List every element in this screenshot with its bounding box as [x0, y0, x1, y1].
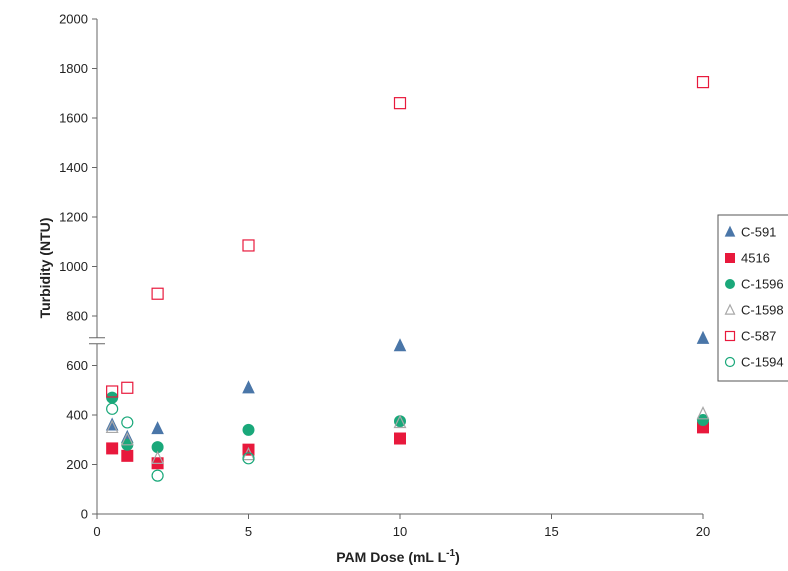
x-tick-label: 0: [93, 524, 100, 539]
data-point: [151, 287, 164, 300]
y-tick-label: 1800: [59, 61, 88, 76]
legend-marker: [724, 330, 736, 342]
data-point: [242, 452, 255, 465]
data-point: [106, 391, 119, 404]
data-point: [242, 239, 255, 252]
legend-marker: [725, 279, 735, 289]
data-point: [121, 381, 134, 394]
data-point: [696, 406, 710, 420]
x-axis-title-superscript: -1: [446, 548, 455, 559]
data-point: [151, 469, 164, 482]
legend-label: C-1594: [741, 355, 784, 370]
x-axis-title: PAM Dose (mL L-1): [336, 548, 460, 565]
y-tick-label: 1600: [59, 111, 88, 126]
axes: 0 200 400 600 800 1000 1200 1400 1600 1800 2000 0 5 1…: [59, 12, 710, 540]
y-tick-label: 0: [81, 507, 88, 522]
data-point: [393, 338, 407, 352]
y-tick-label: 1000: [59, 259, 88, 274]
legend-label: C-1598: [741, 303, 784, 318]
y-tick-label: 1400: [59, 160, 88, 175]
data-point: [121, 449, 134, 462]
data-point: [697, 413, 709, 426]
data-point: [393, 97, 407, 110]
data-point: [106, 385, 119, 398]
data-point: [696, 76, 710, 89]
y-tick-label: 1200: [59, 210, 88, 225]
legend-label: C-587: [741, 329, 776, 344]
y-tick-label: 400: [66, 408, 88, 423]
legend-label: 4516: [741, 251, 770, 266]
data-point: [394, 432, 406, 445]
x-tick-label: 5: [245, 524, 252, 539]
x-tick-label: 10: [393, 524, 407, 539]
y-tick-label: 2000: [59, 12, 88, 27]
y-tick-label: 600: [66, 358, 88, 373]
legend-marker: [724, 303, 736, 315]
data-marks: [105, 76, 710, 482]
x-tick-label: 20: [696, 524, 710, 539]
y-tick-label: 800: [66, 309, 88, 324]
data-point: [151, 421, 164, 435]
legend-box: [717, 214, 788, 382]
data-point: [242, 423, 255, 436]
data-point: [106, 402, 119, 415]
y-tick-label: 200: [66, 457, 88, 472]
data-point: [120, 432, 134, 446]
data-point: [393, 414, 407, 429]
y-axis-title: Turbidity (NTU): [37, 218, 53, 319]
legend-label: C-1596: [741, 277, 784, 292]
x-axis-title-main: PAM Dose (mL L: [336, 549, 446, 565]
legend-marker: [725, 253, 735, 263]
x-axis-title-end: ): [455, 549, 460, 565]
data-point: [106, 442, 119, 455]
data-point: [105, 419, 119, 434]
legend: C-591 4516 C-1596 C-1598 C-587 C-1594: [717, 214, 788, 382]
data-point: [242, 380, 255, 394]
data-point: [121, 416, 134, 429]
legend-marker: [724, 225, 736, 237]
data-point: [151, 450, 165, 464]
data-point: [696, 330, 710, 344]
legend-label: C-591: [741, 225, 776, 240]
axis-break-gap: [89, 337, 105, 344]
legend-marker: [724, 356, 736, 368]
x-tick-label: 15: [544, 524, 558, 539]
